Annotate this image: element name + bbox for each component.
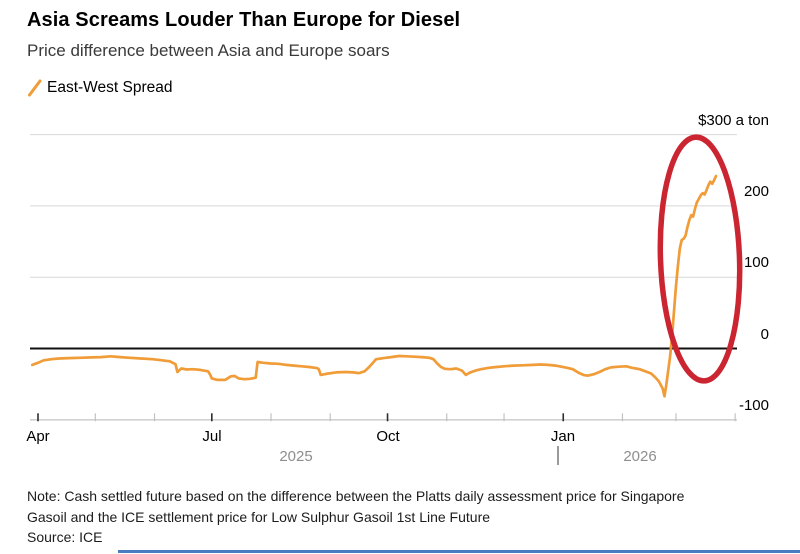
legend: East-West Spread bbox=[27, 78, 173, 98]
page-subtitle: Price difference between Asia and Europe… bbox=[27, 41, 390, 60]
bottom-rule bbox=[118, 550, 800, 553]
y-axis-unit-label: $300 a ton bbox=[698, 112, 769, 129]
year-divider bbox=[557, 446, 559, 465]
y-tick-label-200: 200 bbox=[743, 183, 769, 200]
y-tick-label-0: 0 bbox=[760, 326, 769, 343]
x-tick-label-oct: Oct bbox=[376, 428, 400, 445]
y-tick-label-neg100: -100 bbox=[738, 397, 769, 414]
legend-slash-icon bbox=[27, 78, 43, 98]
legend-label: East-West Spread bbox=[47, 79, 173, 96]
year-label-2026: 2026 bbox=[623, 448, 657, 465]
spread-line bbox=[30, 174, 718, 398]
y-tick-label-100: 100 bbox=[743, 254, 769, 271]
page-title: Asia Screams Louder Than Europe for Dies… bbox=[27, 9, 461, 31]
x-tick-label-jul: Jul bbox=[202, 428, 222, 445]
x-tick-label-apr: Apr bbox=[26, 428, 50, 445]
source-label: Source: ICE bbox=[27, 529, 103, 545]
chart-note: Note: Cash settled future based on the d… bbox=[27, 486, 767, 548]
x-tick-label-jan: Jan bbox=[550, 428, 576, 445]
year-label-2025: 2025 bbox=[279, 448, 313, 465]
spike-highlight-ellipse bbox=[657, 134, 743, 384]
note-line-2: Gasoil and the ICE settlement price for … bbox=[27, 508, 491, 525]
note-line-1: Note: Cash settled future based on the d… bbox=[27, 488, 685, 504]
